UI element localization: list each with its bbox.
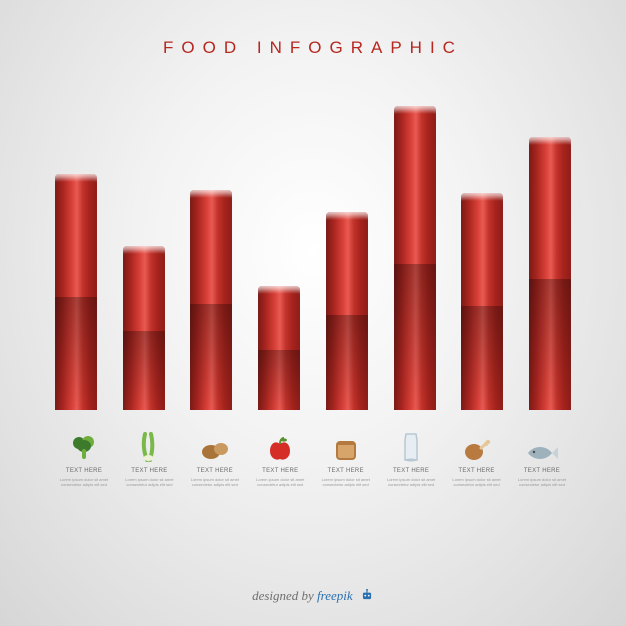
bar-chart (55, 100, 571, 410)
bread-icon (317, 428, 375, 462)
legend-item-bread: TEXT HERE Lorem ipsum dolor sit amet cons… (317, 428, 375, 488)
bar-broccoli (55, 174, 97, 410)
bar-leek (123, 246, 165, 410)
legend-item-chicken: TEXT HERE Lorem ipsum dolor sit amet cons… (448, 428, 506, 488)
page-title: FOOD INFOGRAPHIC (0, 0, 626, 58)
bar-fish (529, 137, 571, 410)
bar-slot (394, 100, 436, 410)
credit-prefix: designed by (252, 588, 317, 603)
legend-body: Lorem ipsum dolor sit amet consectetur a… (448, 477, 506, 488)
bar-slot (123, 100, 165, 410)
bar-milk (394, 106, 436, 410)
legend-body: Lorem ipsum dolor sit amet consectetur a… (55, 477, 113, 488)
legend-label: TEXT HERE (120, 468, 178, 474)
legend-body: Lorem ipsum dolor sit amet consectetur a… (120, 477, 178, 488)
legend-label: TEXT HERE (513, 468, 571, 474)
bar-slot (461, 100, 503, 410)
legend-row: TEXT HERE Lorem ipsum dolor sit amet cons… (55, 428, 571, 488)
bar-chicken (461, 193, 503, 410)
credit-line: designed by freepik (0, 588, 626, 604)
potato-icon (186, 428, 244, 462)
bar-bread (326, 212, 368, 410)
legend-item-apple: TEXT HERE Lorem ipsum dolor sit amet cons… (251, 428, 309, 488)
milk-icon (382, 428, 440, 462)
bar-slot (529, 100, 571, 410)
legend-item-milk: TEXT HERE Lorem ipsum dolor sit amet cons… (382, 428, 440, 488)
bar-slot (55, 100, 97, 410)
legend-label: TEXT HERE (55, 468, 113, 474)
legend-item-broccoli: TEXT HERE Lorem ipsum dolor sit amet cons… (55, 428, 113, 488)
legend-body: Lorem ipsum dolor sit amet consectetur a… (186, 477, 244, 488)
legend-label: TEXT HERE (448, 468, 506, 474)
legend-label: TEXT HERE (382, 468, 440, 474)
legend-body: Lorem ipsum dolor sit amet consectetur a… (317, 477, 375, 488)
legend-item-fish: TEXT HERE Lorem ipsum dolor sit amet cons… (513, 428, 571, 488)
legend-label: TEXT HERE (251, 468, 309, 474)
legend-item-potato: TEXT HERE Lorem ipsum dolor sit amet cons… (186, 428, 244, 488)
legend-label: TEXT HERE (317, 468, 375, 474)
bar-apple (258, 286, 300, 410)
legend-item-leek: TEXT HERE Lorem ipsum dolor sit amet cons… (120, 428, 178, 488)
chicken-icon (448, 428, 506, 462)
bar-potato (190, 190, 232, 410)
robot-icon (360, 588, 374, 602)
bar-slot (326, 100, 368, 410)
fish-icon (513, 428, 571, 462)
apple-icon (251, 428, 309, 462)
legend-label: TEXT HERE (186, 468, 244, 474)
bar-slot (258, 100, 300, 410)
broccoli-icon (55, 428, 113, 462)
legend-body: Lorem ipsum dolor sit amet consectetur a… (382, 477, 440, 488)
credit-brand: freepik (317, 588, 353, 603)
leek-icon (120, 428, 178, 462)
legend-body: Lorem ipsum dolor sit amet consectetur a… (251, 477, 309, 488)
legend-body: Lorem ipsum dolor sit amet consectetur a… (513, 477, 571, 488)
bar-slot (190, 100, 232, 410)
